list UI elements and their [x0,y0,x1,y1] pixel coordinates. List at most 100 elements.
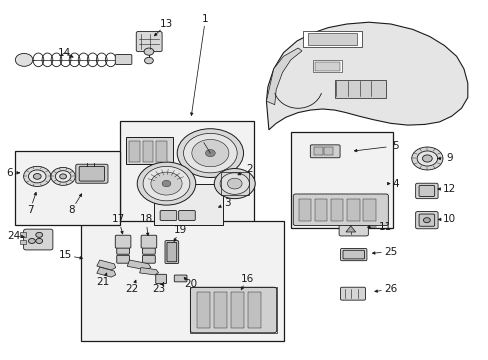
Circle shape [227,178,242,189]
Bar [324,147,332,155]
Bar [313,147,322,155]
Circle shape [23,166,51,186]
Text: 4: 4 [391,179,398,189]
Text: 15: 15 [58,250,72,260]
Circle shape [220,173,249,194]
Bar [126,137,172,164]
Bar [20,232,26,237]
Polygon shape [345,226,355,232]
Text: 12: 12 [442,184,455,194]
FancyBboxPatch shape [190,287,276,333]
Text: 23: 23 [152,284,165,294]
Bar [307,33,356,45]
Bar [214,292,226,328]
Circle shape [36,232,42,237]
Circle shape [51,167,75,185]
Bar [330,199,343,221]
Circle shape [214,168,255,199]
Polygon shape [97,267,116,277]
Circle shape [143,166,189,201]
FancyBboxPatch shape [340,248,366,261]
FancyBboxPatch shape [166,242,176,262]
FancyBboxPatch shape [136,32,162,51]
Bar [154,184,222,225]
Bar [248,292,261,328]
FancyBboxPatch shape [174,275,186,282]
FancyBboxPatch shape [76,164,108,183]
Text: 22: 22 [125,284,139,294]
Bar [197,292,209,328]
Circle shape [144,57,153,64]
Bar [315,62,339,71]
FancyBboxPatch shape [418,214,434,226]
Bar [303,31,361,47]
FancyBboxPatch shape [160,211,176,221]
Text: 5: 5 [391,141,398,151]
Text: 24: 24 [8,231,21,240]
FancyBboxPatch shape [415,183,437,199]
FancyBboxPatch shape [117,246,129,254]
FancyBboxPatch shape [79,166,104,181]
Polygon shape [127,260,151,270]
Circle shape [411,147,442,170]
Text: 21: 21 [96,277,109,287]
Circle shape [416,151,437,166]
FancyBboxPatch shape [115,54,132,64]
Circle shape [205,149,215,157]
Bar [290,132,392,228]
Bar [120,121,254,226]
FancyBboxPatch shape [310,145,339,158]
Polygon shape [140,267,158,275]
Text: 11: 11 [379,222,392,231]
Text: 9: 9 [445,153,452,163]
Circle shape [36,238,42,243]
Bar [231,292,244,328]
Circle shape [15,53,33,66]
Bar [20,239,26,244]
Bar [156,140,166,162]
Text: 20: 20 [184,279,197,289]
Text: 8: 8 [68,206,75,216]
FancyBboxPatch shape [418,185,434,197]
Text: 3: 3 [224,198,230,208]
Circle shape [55,171,71,182]
FancyBboxPatch shape [342,250,364,259]
Text: 6: 6 [6,168,13,178]
Circle shape [177,129,243,177]
Text: 1: 1 [202,14,208,24]
Bar [15,151,120,225]
Bar [315,199,327,221]
Polygon shape [266,22,467,130]
FancyBboxPatch shape [415,212,437,229]
FancyBboxPatch shape [340,287,365,300]
Bar [312,60,341,72]
Circle shape [33,174,41,179]
FancyBboxPatch shape [338,220,367,236]
Circle shape [28,238,35,243]
FancyBboxPatch shape [156,274,166,284]
Text: 2: 2 [245,164,252,174]
FancyBboxPatch shape [293,194,387,226]
Text: 26: 26 [384,284,397,294]
Bar [363,199,375,221]
Circle shape [60,174,66,179]
Bar [299,199,311,221]
FancyBboxPatch shape [178,211,195,221]
Circle shape [151,172,182,195]
Bar [346,199,359,221]
Text: 17: 17 [112,215,125,224]
FancyBboxPatch shape [164,240,178,264]
Circle shape [183,134,237,173]
Text: 13: 13 [160,19,173,29]
Text: 18: 18 [139,215,152,224]
Bar [190,287,277,333]
FancyBboxPatch shape [117,255,129,263]
Bar [221,172,249,195]
Text: 14: 14 [58,48,71,58]
FancyBboxPatch shape [23,229,53,250]
Polygon shape [266,48,302,105]
Circle shape [137,162,195,205]
Circle shape [191,139,228,167]
Circle shape [422,155,431,162]
Text: 19: 19 [173,225,186,235]
